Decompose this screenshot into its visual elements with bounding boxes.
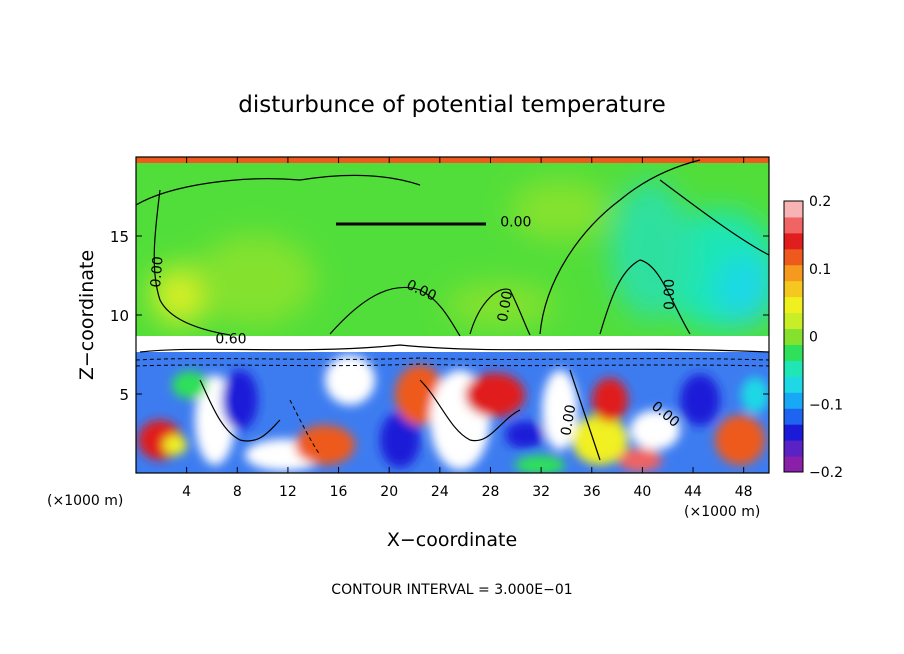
colorbar-swatch xyxy=(784,392,803,409)
y-tick-label: 5 xyxy=(119,386,129,404)
x-unit-label-left: (×1000 m) xyxy=(47,493,123,509)
contour-label: 0.00 xyxy=(662,279,678,310)
x-tick-label: 24 xyxy=(431,484,449,500)
colorbar-swatch xyxy=(784,360,803,377)
contour-labels: 0.000.000.00 0.00 0.000.600.00 0.00 xyxy=(148,215,682,437)
tropopause-band xyxy=(136,157,769,163)
upper-layer-shading xyxy=(150,180,769,330)
x-tick-label: 12 xyxy=(279,484,297,500)
colorbar-tick-label: 0.2 xyxy=(809,194,831,210)
x-axis-label: X−coordinate xyxy=(387,529,517,551)
colorbar-swatch xyxy=(784,456,803,473)
x-tick-label: 32 xyxy=(532,484,550,500)
colorbar-tick-label: −0.1 xyxy=(809,397,843,413)
y-tick-label: 15 xyxy=(110,228,129,246)
contour-lines xyxy=(136,159,769,461)
plot-area xyxy=(136,157,769,473)
y-axis: 5 10 15 xyxy=(110,228,769,404)
colorbar-tick-label: 0 xyxy=(809,330,818,346)
colorbar-tick-label: −0.2 xyxy=(809,465,843,481)
colorbar-swatch xyxy=(784,264,803,282)
colorbar-swatch xyxy=(784,201,803,218)
chart-title: disturbunce of potential temperature xyxy=(238,92,666,118)
colorbar-swatch xyxy=(784,312,803,330)
contour-label: 0.60 xyxy=(215,331,246,347)
x-tick-label: 8 xyxy=(233,484,242,500)
colorbar-swatch xyxy=(784,408,803,425)
x-tick-label: 36 xyxy=(583,484,601,500)
colorbar-frame xyxy=(783,200,804,473)
y-tick-label: 10 xyxy=(110,307,129,325)
x-unit-label-right: (×1000 m) xyxy=(684,504,760,520)
colorbar-swatch xyxy=(784,280,803,298)
colorbar-swatch xyxy=(784,344,803,361)
x-tick-label: 28 xyxy=(482,484,500,500)
y-axis-label: Z−coordinate xyxy=(76,250,98,380)
colorbar: 0.2 0.1 0 −0.1 −0.2 xyxy=(783,194,843,481)
contour-interval-note: CONTOUR INTERVAL = 3.000E−01 xyxy=(331,582,572,598)
colorbar-tick-label: 0.1 xyxy=(809,262,831,278)
colorbar-swatch xyxy=(784,216,803,234)
colorbar-swatch xyxy=(784,424,803,441)
x-tick-label: 40 xyxy=(633,484,651,500)
contour-label: 0.00 xyxy=(148,256,167,288)
contour-label: 0.00 xyxy=(495,290,516,323)
colorbar-swatch xyxy=(784,296,803,314)
x-tick-label: 4 xyxy=(182,484,191,500)
x-tick-label: 20 xyxy=(380,484,398,500)
colorbar-swatch xyxy=(784,232,803,250)
x-axis: 4 8 12 16 20 24 28 32 36 40 44 48 xyxy=(182,157,753,500)
colorbar-swatch xyxy=(784,328,803,345)
contour-label: 0.00 xyxy=(500,215,531,231)
x-tick-label: 44 xyxy=(684,484,702,500)
x-tick-label: 48 xyxy=(735,484,753,500)
contour-lines-dashed xyxy=(136,357,769,456)
lower-layer-turbulence xyxy=(138,355,769,473)
colorbar-swatch xyxy=(784,248,803,266)
colorbar-swatch xyxy=(784,440,803,457)
x-tick-label: 16 xyxy=(330,484,348,500)
colorbar-swatch xyxy=(784,376,803,393)
contour-label: 0.00 xyxy=(558,403,579,436)
